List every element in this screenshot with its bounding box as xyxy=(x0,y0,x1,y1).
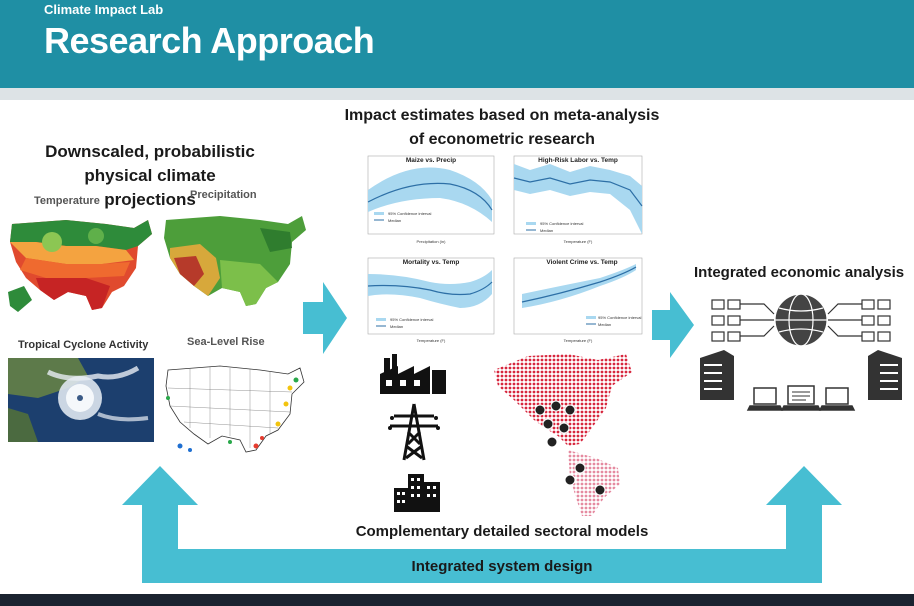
graph-xlabel-labor: Temperature (F) xyxy=(564,239,593,244)
map-label-precipitation: Precipitation xyxy=(190,189,257,201)
graph-crime-temp: Violent Crime vs. Temp 95% Confidence in… xyxy=(500,252,646,344)
taskbar-strip xyxy=(0,594,914,606)
sea-level-map xyxy=(160,358,308,458)
graph-title-mortality: Mortality vs. Temp xyxy=(403,259,460,266)
laptop-icon xyxy=(746,385,856,411)
left-heading: Downscaled, probabilistic physical clima… xyxy=(40,140,260,212)
graph-mortality-temp: Mortality vs. Temp 95% Confidence interv… xyxy=(350,252,498,344)
graph-xlabel-mortality: Temperature (F) xyxy=(417,338,446,343)
header-divider xyxy=(0,88,914,100)
graph-legend-ci-maize: 95% Confidence interval xyxy=(388,211,431,216)
graph-xlabel-maize: Precipitation (in) xyxy=(417,239,447,244)
right-heading: Integrated economic analysis xyxy=(694,264,905,281)
left-heading-line2: physical climate projections xyxy=(84,166,216,209)
left-heading-line1: Downscaled, probabilistic xyxy=(45,142,255,161)
center-heading-line1: Impact estimates based on meta-analysis xyxy=(344,107,660,124)
slide-title: Research Approach xyxy=(44,20,375,61)
center-heading-line2: of econometric research xyxy=(409,131,595,148)
graph-title-labor: High-Risk Labor vs. Temp xyxy=(538,157,618,164)
map-label-sea-level: Sea-Level Rise xyxy=(187,336,265,348)
cyclone-satellite-image xyxy=(8,358,154,442)
graph-legend-median-maize: Median xyxy=(388,218,401,223)
arrow-right-center xyxy=(652,292,694,358)
buildings-icon xyxy=(394,474,440,512)
graph-title-crime: Violent Crime vs. Temp xyxy=(546,259,617,266)
graph-xlabel-crime: Temperature (F) xyxy=(564,338,593,343)
header-banner: Climate Impact Lab Research Approach xyxy=(0,0,914,88)
graph-legend-ci-labor: 95% Confidence interval xyxy=(540,221,583,226)
arrow-right-left xyxy=(303,282,347,354)
org-name: Climate Impact Lab xyxy=(44,2,164,17)
temperature-map xyxy=(8,220,152,312)
power-tower-icon xyxy=(388,403,440,461)
graph-legend-median-mortality: Median xyxy=(390,324,403,329)
server-icon xyxy=(700,350,902,400)
graph-legend-ci-mortality: 95% Confidence interval xyxy=(390,317,433,322)
americas-dot-map xyxy=(494,354,632,516)
graph-labor-temp: High-Risk Labor vs. Temp 95% Confidence … xyxy=(500,150,646,245)
map-label-temperature: Temperature xyxy=(34,195,100,207)
map-label-cyclone: Tropical Cyclone Activity xyxy=(18,339,149,351)
network-illustration xyxy=(700,293,902,411)
factory-icon xyxy=(380,354,446,394)
graph-title-maize: Maize vs. Precip xyxy=(406,157,456,164)
globe-network-icon xyxy=(711,293,891,347)
graph-legend-median-labor: Median xyxy=(540,228,553,233)
system-design-label: Integrated system design xyxy=(411,558,593,575)
precipitation-map xyxy=(164,216,306,306)
center-heading: Impact estimates based on meta-analysis … xyxy=(330,104,674,152)
graph-maize-precip: Maize vs. Precip 95% Confidence interval… xyxy=(350,150,498,245)
graph-legend-ci-crime: 95% Confidence interval xyxy=(598,315,641,320)
sectoral-heading: Complementary detailed sectoral models xyxy=(355,523,649,540)
graph-legend-median-crime: Median xyxy=(598,322,611,327)
